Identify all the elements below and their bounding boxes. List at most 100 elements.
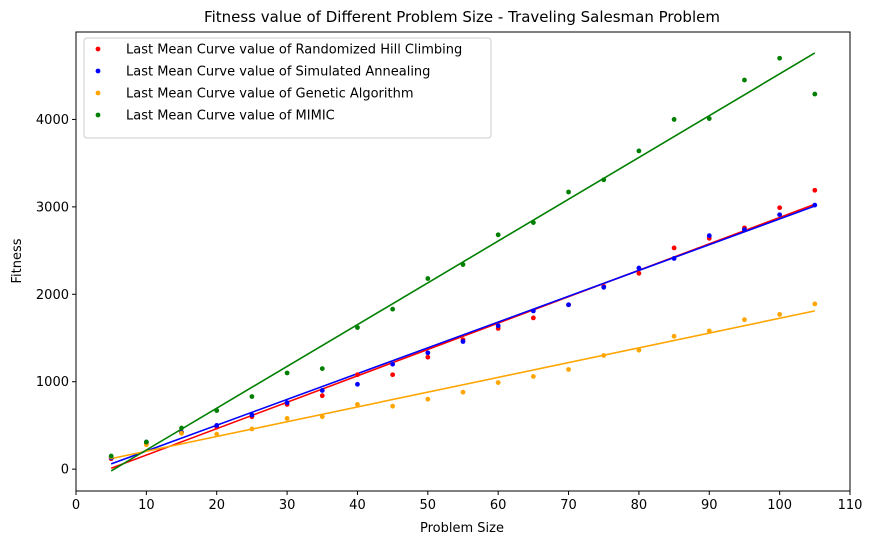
data-point-series-3 <box>249 394 255 399</box>
data-point-series-2 <box>530 374 536 379</box>
x-tick-label: 70 <box>560 498 577 513</box>
data-point-series-3 <box>284 370 290 376</box>
data-point-series-1 <box>530 308 536 314</box>
data-point-series-3 <box>601 177 607 183</box>
data-point-series-2 <box>706 328 712 334</box>
legend-box <box>83 37 492 139</box>
data-point-series-3 <box>319 366 325 371</box>
x-tick-label: 60 <box>490 498 507 513</box>
legend-label: Last Mean Curve value of Simulated Annea… <box>126 65 430 80</box>
data-point-series-1 <box>390 361 396 367</box>
data-point-series-0 <box>812 187 818 193</box>
data-point-series-3 <box>777 55 783 61</box>
data-point-series-2 <box>179 430 184 436</box>
y-tick-label: 3000 <box>36 200 69 215</box>
data-point-series-1 <box>742 227 747 232</box>
x-tick-label: 50 <box>420 498 437 513</box>
x-tick-label: 0 <box>72 498 80 513</box>
data-point-series-2 <box>214 431 220 437</box>
data-point-series-2 <box>390 403 396 409</box>
data-point-series-3 <box>108 453 114 459</box>
data-point-series-2 <box>636 347 642 353</box>
x-tick-label: 10 <box>138 498 155 513</box>
data-point-series-0 <box>671 245 677 251</box>
y-tick-label: 1000 <box>36 375 69 390</box>
y-axis: 0 1000 2000 3000 4000 <box>36 113 76 478</box>
data-point-series-2 <box>460 389 466 395</box>
data-point-series-1 <box>284 400 290 406</box>
legend: Last Mean Curve value of Randomized Hill… <box>83 37 492 139</box>
data-point-series-0 <box>636 270 642 276</box>
data-point-series-2 <box>671 333 677 339</box>
x-axis-title: Problem Size <box>420 521 504 536</box>
data-point-series-2 <box>425 396 431 402</box>
data-point-series-1 <box>601 284 607 290</box>
data-point-series-0 <box>530 315 536 321</box>
legend-label: Last Mean Curve value of Genetic Algorit… <box>126 87 414 102</box>
data-point-series-3 <box>495 232 501 238</box>
data-point-series-1 <box>812 202 818 208</box>
data-point-series-3 <box>390 306 396 312</box>
data-point-series-1 <box>566 302 571 308</box>
data-point-series-2 <box>742 317 747 323</box>
x-axis: 0 10 20 30 40 50 60 70 80 90 100 110 <box>72 491 863 513</box>
legend-label: Last Mean Curve value of Randomized Hill… <box>126 43 462 58</box>
fit-line-series-2 <box>111 310 815 460</box>
data-point-series-1 <box>706 233 712 239</box>
data-point-series-2 <box>601 353 607 358</box>
data-point-series-3 <box>636 148 642 154</box>
data-point-series-3 <box>566 189 571 195</box>
legend-marker <box>95 90 101 96</box>
legend-marker <box>95 68 101 74</box>
data-point-series-3 <box>706 116 712 121</box>
data-point-series-2 <box>566 367 571 372</box>
data-point-series-1 <box>671 256 677 261</box>
x-tick-label: 110 <box>838 498 863 513</box>
data-point-series-1 <box>636 265 642 271</box>
data-point-series-3 <box>671 117 677 122</box>
x-tick-label: 30 <box>279 498 296 513</box>
data-point-series-1 <box>777 212 783 218</box>
x-tick-label: 80 <box>631 498 648 513</box>
data-point-series-2 <box>495 380 501 385</box>
data-point-series-3 <box>179 425 184 431</box>
data-point-series-3 <box>460 262 466 267</box>
x-tick-label: 40 <box>349 498 366 513</box>
y-tick-label: 4000 <box>36 113 69 128</box>
legend-marker <box>95 46 101 52</box>
data-point-series-1 <box>425 350 431 356</box>
fit-line-series-1 <box>110 205 816 465</box>
data-point-series-0 <box>319 393 325 399</box>
data-point-series-1 <box>319 388 325 393</box>
data-point-series-3 <box>355 325 360 330</box>
legend-marker <box>95 112 101 118</box>
chart-title: Fitness value of Different Problem Size … <box>204 8 720 26</box>
data-point-series-2 <box>355 402 360 407</box>
data-point-series-2 <box>777 311 783 317</box>
data-point-series-2 <box>812 301 818 307</box>
x-tick-label: 20 <box>208 498 225 513</box>
data-point-series-2 <box>319 414 325 420</box>
data-point-series-1 <box>355 381 360 387</box>
plot-frame <box>75 31 851 492</box>
y-tick-label: 0 <box>61 463 69 478</box>
data-point-series-0 <box>777 205 783 211</box>
data-point-series-0 <box>390 372 396 378</box>
data-point-series-0 <box>355 372 360 378</box>
data-point-series-1 <box>460 339 466 344</box>
plot-area <box>108 52 818 472</box>
data-point-series-0 <box>425 354 431 360</box>
data-point-series-3 <box>530 220 536 225</box>
data-point-series-1 <box>495 323 501 329</box>
x-tick-label: 100 <box>767 498 792 513</box>
data-point-series-2 <box>284 416 290 421</box>
data-point-series-1 <box>249 412 255 418</box>
legend-label: Last Mean Curve value of MIMIC <box>126 109 335 124</box>
y-tick-label: 2000 <box>36 288 69 303</box>
data-point-series-2 <box>249 426 255 432</box>
data-point-series-3 <box>214 408 220 413</box>
y-axis-title: Fitness <box>10 238 25 283</box>
fit-line-series-3 <box>110 52 816 472</box>
x-tick-label: 90 <box>701 498 718 513</box>
